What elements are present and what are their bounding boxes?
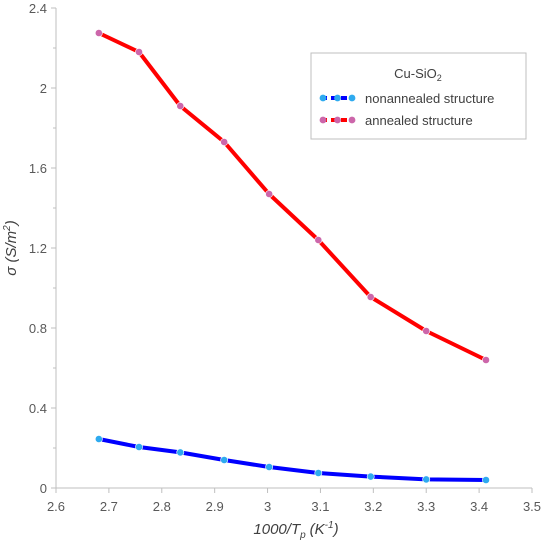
data-point xyxy=(176,448,185,457)
data-point xyxy=(265,190,274,198)
y-axis-title-close: ) xyxy=(3,220,20,227)
x-tick-label: 3.1 xyxy=(311,499,329,514)
x-tick-label: 2.7 xyxy=(100,499,118,514)
legend-entries: nonannealed structure annealed structure xyxy=(319,91,494,128)
series-2 xyxy=(94,29,490,364)
y-tick-label: 1.2 xyxy=(29,241,47,256)
x-tick-label: 3.5 xyxy=(523,499,541,514)
data-point xyxy=(366,472,375,481)
data-point xyxy=(482,476,490,484)
data-point xyxy=(422,475,431,484)
data-point xyxy=(422,327,431,335)
data-point xyxy=(94,435,103,443)
legend-entry: nonannealed structure xyxy=(319,91,494,106)
x-axis-title: 1000/Tp (K-1) xyxy=(253,520,338,541)
data-point xyxy=(482,356,490,364)
series-1 xyxy=(94,435,490,484)
data-point xyxy=(265,463,274,471)
x-axis-title-main: 1000/T xyxy=(253,521,302,538)
data-point xyxy=(176,102,185,110)
x-tick-label: 3.2 xyxy=(364,499,382,514)
x-tick-label: 2.8 xyxy=(153,499,171,514)
legend-title-main: Cu-SiO xyxy=(394,66,437,81)
x-axis-title-unit: (K xyxy=(310,521,326,538)
x-tick-label: 3.4 xyxy=(470,499,488,514)
x-tick-label: 3.3 xyxy=(417,499,435,514)
legend-swatch-marker xyxy=(348,116,356,124)
legend-swatch-marker xyxy=(319,94,327,102)
y-axis-title-main: σ (S/m xyxy=(3,231,20,276)
y-tick-label: 1.6 xyxy=(29,161,47,176)
data-point xyxy=(366,293,375,301)
legend-swatch-marker xyxy=(348,94,356,102)
data-point xyxy=(314,469,323,477)
legend-title: Cu-SiO2 xyxy=(394,66,442,83)
x-axis-ticks: 2.6 2.7 2.8 2.9 3 3.1 3.2 3.3 3.4 3.5 xyxy=(47,488,541,514)
x-axis-title-close: ) xyxy=(332,521,339,538)
legend-swatch-marker xyxy=(319,116,327,124)
legend-entry: annealed structure xyxy=(319,113,473,128)
data-point xyxy=(314,236,323,244)
series-layer xyxy=(94,29,490,484)
legend-swatch-marker xyxy=(334,116,341,124)
y-axis-ticks: 0 0.4 0.8 1.2 1.6 2 2.4 xyxy=(29,1,56,496)
y-tick-label: 0.8 xyxy=(29,321,47,336)
legend: Cu-SiO2 nonannealed structure annealed st… xyxy=(310,52,527,140)
legend-title-sub: 2 xyxy=(437,73,442,83)
data-point xyxy=(135,48,143,56)
legend-swatch-marker xyxy=(334,94,341,102)
x-tick-label: 2.6 xyxy=(47,499,65,514)
x-tick-label: 3 xyxy=(264,499,271,514)
data-point xyxy=(220,138,229,146)
legend-label: nonannealed structure xyxy=(365,91,494,106)
data-point xyxy=(94,29,103,37)
series-line xyxy=(96,437,488,482)
y-axis-title-sup: 2 xyxy=(2,225,13,232)
y-tick-label: 0 xyxy=(40,481,47,496)
y-axis-title: σ (S/m2) xyxy=(2,220,20,275)
y-tick-label: 0.4 xyxy=(29,401,47,416)
x-axis-title-sub: p xyxy=(299,530,306,541)
y-tick-label: 2 xyxy=(40,81,47,96)
x-tick-label: 2.9 xyxy=(206,499,224,514)
legend-label: annealed structure xyxy=(365,113,473,128)
data-point xyxy=(220,456,229,464)
y-tick-label: 2.4 xyxy=(29,1,47,16)
x-axis-title-unit-sup: -1 xyxy=(325,520,334,531)
data-point xyxy=(135,443,143,451)
